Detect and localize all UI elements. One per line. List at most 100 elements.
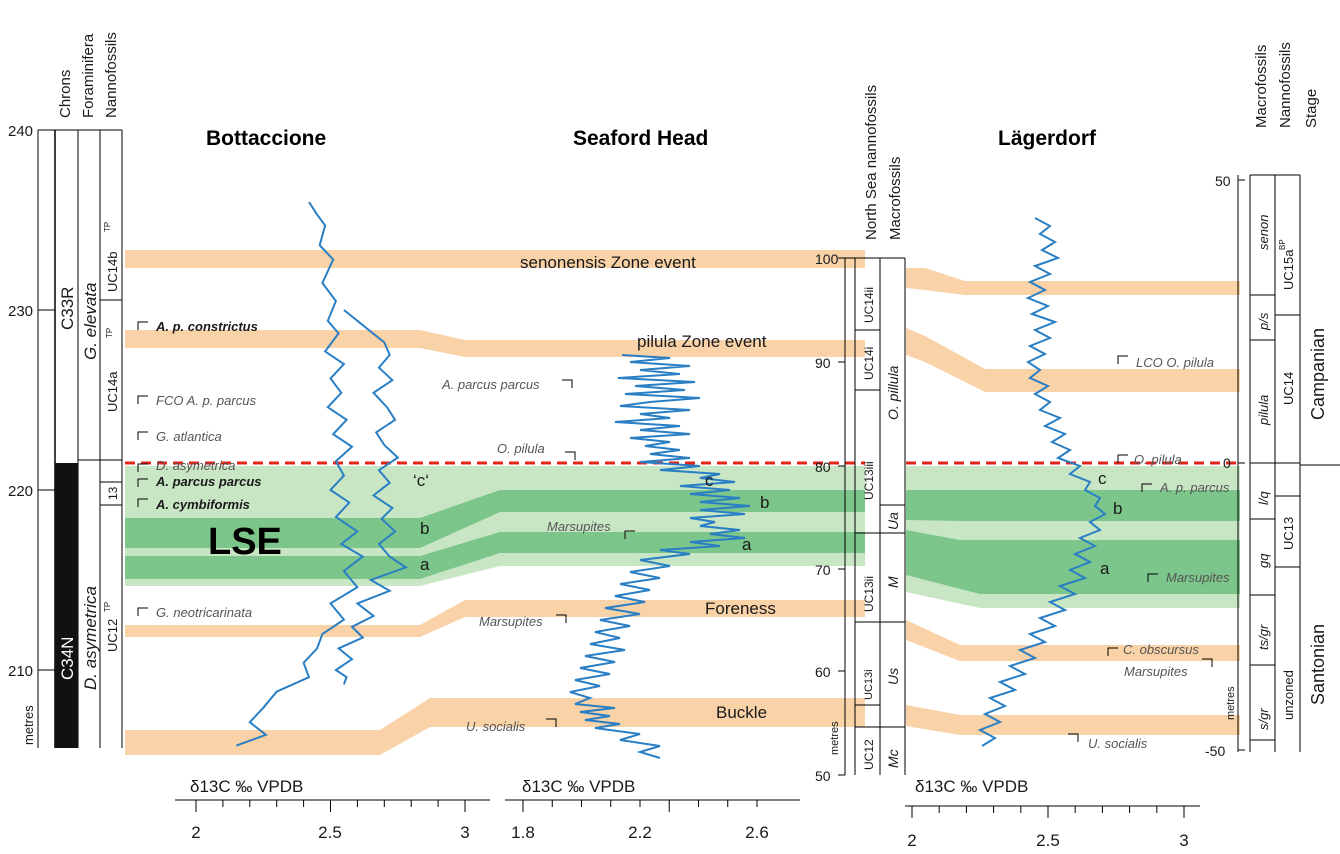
bottaccione-curves bbox=[235, 201, 408, 747]
depth-tick-230: 230 bbox=[8, 303, 33, 320]
bio-markers-seaford bbox=[546, 379, 635, 727]
foram-d-asymetrica: D. asymetrica bbox=[81, 586, 100, 690]
xlabel-bottaccione: δ13C ‰ VPDB bbox=[190, 777, 303, 796]
bio-sea-o-pilula: O. pilula bbox=[497, 441, 545, 456]
header-macrofossils-right: Macrofossils bbox=[1253, 45, 1270, 128]
event-pilula: pilula Zone event bbox=[637, 332, 767, 351]
bio-sea-u-socialis: U. socialis bbox=[466, 719, 526, 734]
bio-g-neotricarinata: G. neotricarinata bbox=[156, 605, 252, 620]
depth-tick-220: 220 bbox=[8, 483, 33, 500]
chron-c34n-block bbox=[55, 463, 78, 748]
chron-c34n: C34N bbox=[58, 637, 77, 680]
band-pilula bbox=[125, 330, 865, 357]
rnan-bp: BP bbox=[1278, 239, 1287, 250]
xtick-sea-1.8: 1.8 bbox=[511, 823, 535, 842]
band-pilula-lag bbox=[906, 328, 1240, 392]
xtick-sea-2.6: 2.6 bbox=[745, 823, 769, 842]
macro-m: M bbox=[885, 576, 901, 588]
bio-lag-lco: LCO O. pilula bbox=[1136, 355, 1214, 370]
rmac-lq: l/q bbox=[1256, 491, 1271, 506]
header-foraminifera: Foraminifera bbox=[80, 33, 97, 118]
bio-lag-marsupites-2: Marsupites bbox=[1124, 664, 1188, 679]
ns-uc14ii: UC14ii bbox=[862, 287, 876, 323]
bio-a-parcus-parcus: A. parcus parcus bbox=[155, 474, 262, 489]
bio-sea-a-parcus: A. parcus parcus bbox=[441, 377, 540, 392]
peak-a-lag: a bbox=[1100, 559, 1110, 578]
xtick-lag-2: 2 bbox=[907, 831, 916, 850]
depth-tick-210: 210 bbox=[8, 663, 33, 680]
sea-depth-90: 90 bbox=[815, 355, 831, 371]
band-b bbox=[125, 490, 865, 548]
rnan-uc14: UC14 bbox=[1281, 372, 1296, 405]
bottaccione-curve-2 bbox=[334, 309, 408, 685]
rmac-tsgr: ts/gr bbox=[1256, 624, 1271, 650]
nanno-uc14a: UC14a bbox=[105, 371, 120, 412]
xlabel-lagerdorf: δ13C ‰ VPDB bbox=[915, 777, 1028, 796]
event-foreness: Foreness bbox=[705, 599, 776, 618]
peak-b-bot: b bbox=[420, 519, 429, 538]
ns-uc14i: UC14i bbox=[862, 347, 876, 380]
header-nannofossils-right: Nannofossils bbox=[1277, 42, 1294, 128]
left-columns bbox=[37, 129, 123, 748]
rnan-unzoned: unzoned bbox=[1281, 670, 1296, 720]
bio-markers-lagerdorf bbox=[1068, 355, 1213, 742]
macro-ua: Ua bbox=[885, 512, 901, 530]
rnan-uc15a: UC15a bbox=[1281, 249, 1296, 290]
peak-b-sea: b bbox=[760, 493, 769, 512]
rmac-ps: p/s bbox=[1256, 312, 1271, 331]
ns-uc13iii: UC13iii bbox=[862, 461, 876, 500]
rmac-gq: gq bbox=[1256, 553, 1271, 568]
macro-o-pillula: O. pillula bbox=[885, 365, 901, 420]
bio-sea-marsupites-2: Marsupites bbox=[479, 614, 543, 629]
rnan-uc13: UC13 bbox=[1281, 517, 1296, 550]
xtick-lag-3: 3 bbox=[1179, 831, 1188, 850]
peak-c-lag: c bbox=[1098, 469, 1107, 488]
peak-a-sea: a bbox=[742, 535, 752, 554]
lag-depth-unit: metres bbox=[1225, 686, 1237, 720]
peak-c-sea: c bbox=[705, 471, 714, 490]
stage-campanian: Campanian bbox=[1308, 328, 1328, 420]
rmac-senon: senon bbox=[1256, 215, 1271, 250]
nanno-uc14b: UC14b bbox=[105, 252, 120, 292]
sea-depth-60: 60 bbox=[815, 664, 831, 680]
rmac-sgr: s/gr bbox=[1256, 708, 1271, 730]
band-foreness-lag bbox=[906, 620, 1240, 661]
band-senonensis-lag bbox=[906, 268, 1240, 295]
xtick-bot-3: 3 bbox=[460, 823, 469, 842]
chron-c33r: C33R bbox=[58, 287, 77, 330]
nanno-uc12-sup: TP bbox=[103, 602, 112, 612]
band-buckle bbox=[125, 698, 865, 755]
nanno-uc12: UC12 bbox=[105, 619, 120, 652]
ns-uc13i: UC13i bbox=[863, 669, 875, 700]
nanno-tp: TP bbox=[105, 328, 114, 338]
bio-lag-ap-parcus: A. p. parcus bbox=[1159, 480, 1230, 495]
band-senonensis bbox=[125, 250, 865, 268]
seaford-axis-columns bbox=[838, 257, 906, 776]
lagerdorf-curve bbox=[977, 217, 1107, 747]
header-ns-nanno: North Sea nannofossils bbox=[863, 85, 880, 240]
bio-lag-u-socialis: U. socialis bbox=[1088, 736, 1148, 751]
lag-depth-50: 50 bbox=[1215, 173, 1231, 189]
nanno-13: 13 bbox=[106, 486, 120, 500]
bio-lag-o-pilula: O. pilula bbox=[1134, 452, 1182, 467]
xtick-bot-2.5: 2.5 bbox=[318, 823, 342, 842]
event-senonensis: senonensis Zone event bbox=[520, 253, 696, 272]
bio-markers-bottaccione bbox=[137, 321, 148, 616]
bio-a-cymbiformis: A. cymbiformis bbox=[155, 497, 250, 512]
x-ticks bbox=[195, 800, 1185, 818]
bio-fco-ap-parcus: FCO A. p. parcus bbox=[156, 393, 256, 408]
peak-c-quoted-bot: ‘c‘ bbox=[413, 471, 429, 490]
xtick-bot-2: 2 bbox=[191, 823, 200, 842]
peak-b-lag: b bbox=[1113, 499, 1122, 518]
stage-santonian: Santonian bbox=[1308, 624, 1328, 705]
rmac-pilula: pilula bbox=[1256, 395, 1271, 426]
macro-us: Us bbox=[885, 668, 901, 685]
peak-a-bot: a bbox=[420, 555, 430, 574]
sea-depth-50: 50 bbox=[815, 768, 831, 784]
bio-lag-c-obscursus: C. obscursus bbox=[1123, 642, 1199, 657]
sea-depth-100: 100 bbox=[815, 251, 839, 267]
bio-ap-constrictus: A. p. constrictus bbox=[155, 319, 258, 334]
x-axes bbox=[175, 799, 1200, 807]
sea-depth-70: 70 bbox=[815, 562, 831, 578]
band-buckle-lag bbox=[906, 705, 1240, 735]
